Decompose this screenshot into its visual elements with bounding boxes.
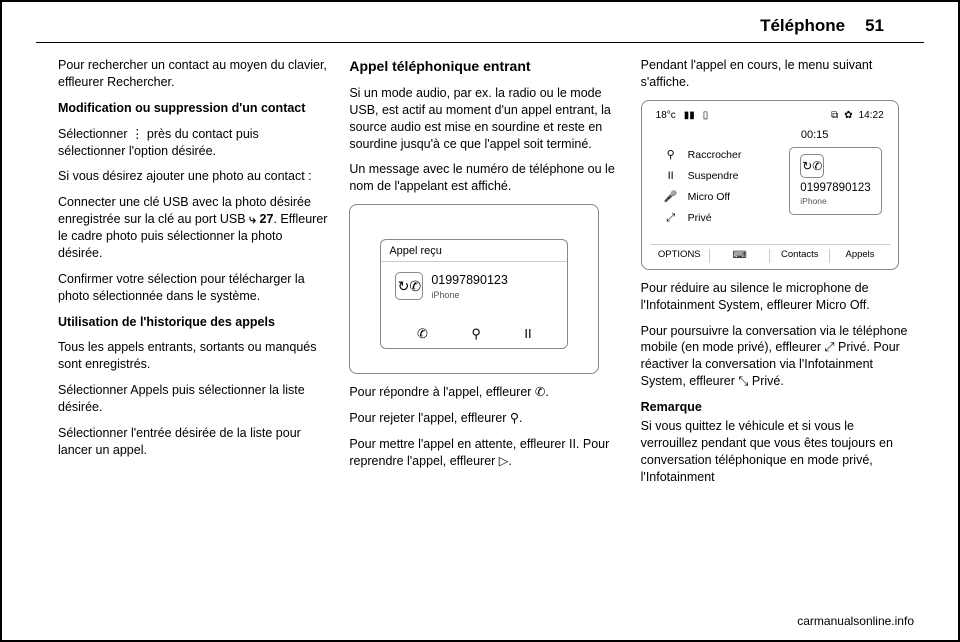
c1-sub2: Utilisation de l'historique des appels: [58, 314, 329, 331]
bb-options-label: OPTIONS: [658, 249, 701, 260]
in-call-source: iPhone: [800, 196, 870, 207]
c1-p6: Tous les appels entrants, sortants ou ma…: [58, 339, 329, 373]
hangup-label: Raccrocher: [688, 148, 742, 162]
remarque-body: Si vous quittez le véhicule et si vous l…: [641, 418, 912, 486]
in-call-info-box: ↻✆ 01997890123 iPhone: [789, 147, 881, 215]
private-icon: ⤢: [664, 211, 678, 226]
c1-p3: Si vous désirez ajouter une photo au con…: [58, 168, 329, 185]
suspend-label: Suspendre: [688, 169, 739, 183]
source-footer: carmanualsonline.info: [797, 614, 914, 628]
gear-icon: ✿: [844, 109, 852, 123]
answer-icon[interactable]: ✆: [417, 325, 428, 343]
c1-p5: Confirmer votre sélection pour télé­char…: [58, 271, 329, 305]
incoming-call-screenshot: Appel reçu ↻✆ 01997890123 iPhone ✆ ⚲ II: [349, 204, 599, 374]
c1-sub1: Modification ou suppression d'un contact: [58, 100, 329, 117]
mic-off-label: Micro Off: [688, 190, 730, 204]
caller-info: 01997890123 iPhone: [431, 272, 507, 301]
battery-icon: ▯: [703, 109, 709, 123]
bb-keypad[interactable]: ⌨: [710, 249, 770, 263]
c1-p2: Sélectionner ⋮ près du contact puis séle…: [58, 126, 329, 160]
private-label: Privé: [688, 211, 712, 225]
page-number: 51: [865, 16, 884, 36]
caller-number: 01997890123: [431, 272, 507, 289]
header-title: Téléphone: [760, 16, 845, 36]
c2-p3: Pour répondre à l'appel, effleurer ✆.: [349, 384, 620, 401]
in-call-screenshot: 18°c ▮▮ ▯ ⧉ ✿ 14:22 00:15 ⚲ Raccrocher: [641, 100, 899, 270]
phone-incoming-icon: ↻✆: [395, 272, 423, 300]
remarque-title: Remarque: [641, 399, 912, 416]
popup-body: ↻✆ 01997890123 iPhone: [381, 262, 567, 305]
popup-title: Appel reçu: [381, 240, 567, 262]
tabs-icon: ⧉: [831, 109, 838, 123]
in-call-number: 01997890123: [800, 181, 870, 197]
c2-p4: Pour rejeter l'appel, effleurer ⚲.: [349, 410, 620, 427]
c2-p5: Pour mettre l'appel en attente, effleu­r…: [349, 436, 620, 470]
c1-p4-link: ⤷ 27: [249, 212, 273, 226]
c1-p8: Sélectionner l'entrée désirée de la list…: [58, 425, 329, 459]
temp-display: 18°c: [656, 109, 676, 123]
c2-p1: Si un mode audio, par ex. la radio ou le…: [349, 85, 620, 153]
call-timer: 00:15: [740, 128, 890, 143]
column-1: Pour rechercher un contact au moyen du c…: [58, 57, 329, 494]
manual-page: Téléphone 51 Pour rechercher un contact …: [0, 0, 960, 642]
bb-calls-label: Appels: [846, 249, 875, 260]
keypad-icon: ⌨: [732, 250, 746, 261]
remarque-box: Remarque Si vous quittez le véhicule et …: [641, 399, 912, 485]
content-columns: Pour rechercher un contact au moyen du c…: [2, 57, 958, 494]
caller-source: iPhone: [431, 289, 507, 301]
bottom-bar: OPTIONS ⌨ Contacts Appels: [650, 244, 890, 263]
incoming-call-popup: Appel reçu ↻✆ 01997890123 iPhone ✆ ⚲ II: [380, 239, 568, 349]
c2-p2: Un message avec le numéro de télé­phone …: [349, 161, 620, 195]
signal-icon: ▮▮: [684, 109, 695, 123]
c1-p1: Pour rechercher un contact au moyen du c…: [58, 57, 329, 91]
bb-contacts[interactable]: Contacts: [770, 249, 830, 263]
c3-p3: Pour poursuivre la conversation via le t…: [641, 323, 912, 391]
column-3: Pendant l'appel en cours, le menu suivan…: [641, 57, 912, 494]
c3-p2: Pour réduire au silence le micro­phone d…: [641, 280, 912, 314]
c2-heading: Appel téléphonique entrant: [349, 57, 620, 76]
reject-icon[interactable]: ⚲: [471, 325, 481, 343]
suspend-icon: II: [664, 169, 678, 184]
bb-options[interactable]: OPTIONS: [650, 249, 710, 263]
clock-display: 14:22: [859, 109, 884, 123]
bb-contacts-label: Contacts: [781, 249, 819, 260]
page-header: Téléphone 51: [36, 16, 924, 43]
popup-buttons: ✆ ⚲ II: [381, 325, 567, 343]
phone-active-icon: ↻✆: [800, 154, 824, 178]
mic-off-icon: 🎤: [664, 190, 678, 205]
hold-icon[interactable]: II: [524, 325, 531, 343]
column-2: Appel téléphonique entrant Si un mode au…: [349, 57, 620, 494]
status-bar: 18°c ▮▮ ▯ ⧉ ✿ 14:22: [650, 109, 890, 127]
c3-p1: Pendant l'appel en cours, le menu suivan…: [641, 57, 912, 91]
c1-p4: Connecter une clé USB avec la photo dési…: [58, 194, 329, 262]
c1-p7: Sélectionner Appels puis sélection­ner l…: [58, 382, 329, 416]
bb-calls[interactable]: Appels: [830, 249, 889, 263]
hangup-icon: ⚲: [664, 148, 678, 163]
